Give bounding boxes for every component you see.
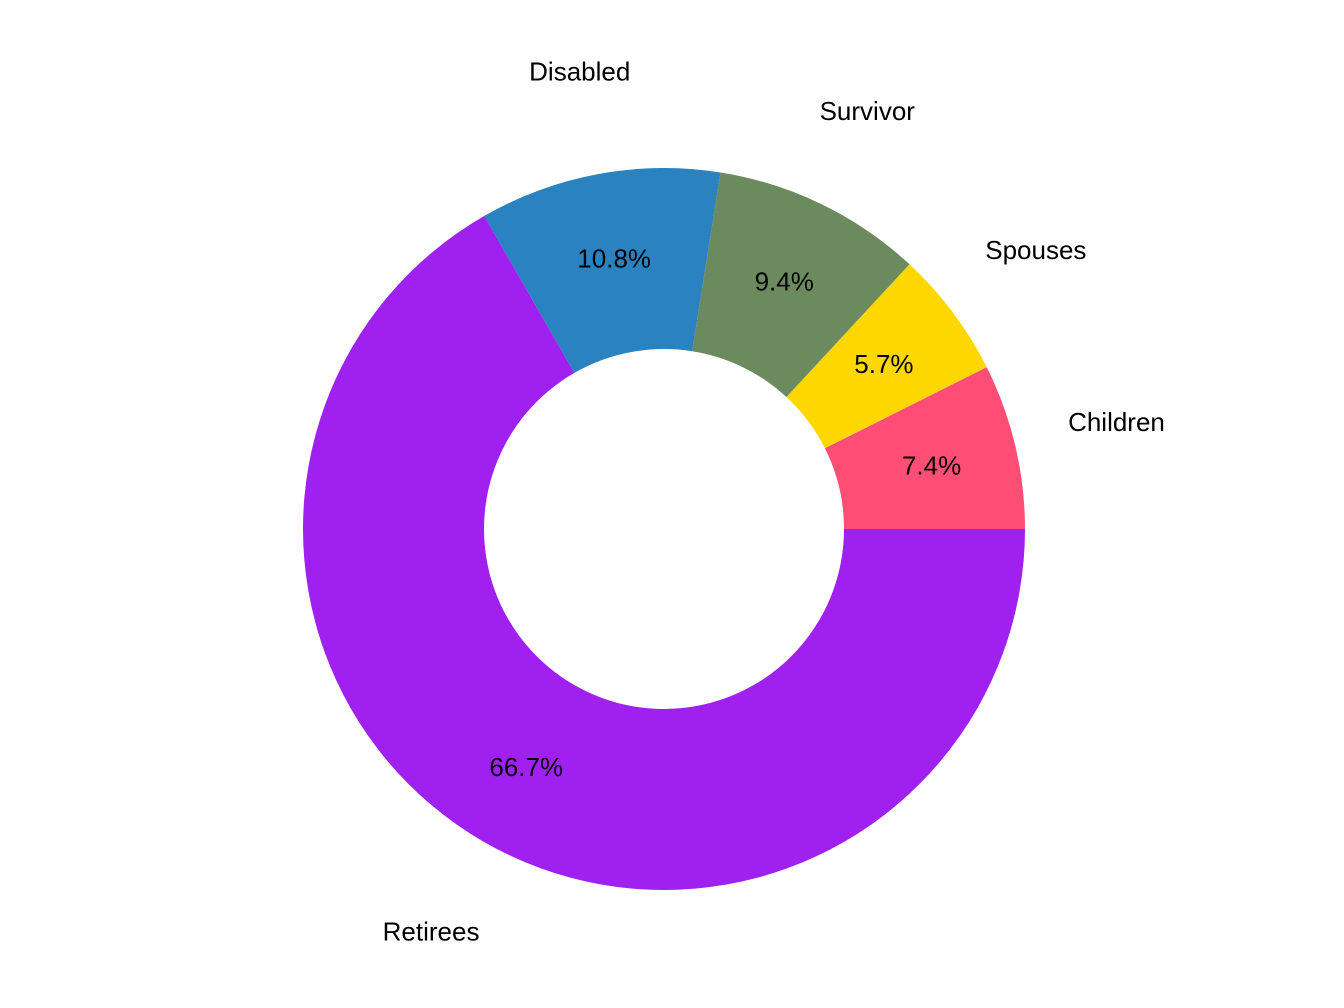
category-label-survivor: Survivor <box>820 96 916 126</box>
category-label-retirees: Retirees <box>383 916 480 946</box>
percent-label-spouses: 5.7% <box>854 349 913 379</box>
percent-label-disabled: 10.8% <box>577 244 651 274</box>
slice-retirees <box>303 215 1025 891</box>
percent-label-children: 7.4% <box>902 451 961 481</box>
percent-label-retirees: 66.7% <box>489 752 563 782</box>
category-label-spouses: Spouses <box>985 235 1086 265</box>
slice-children <box>824 367 1025 529</box>
slice-disabled <box>484 168 721 373</box>
chart-slices <box>303 168 1025 891</box>
chart-category-labels: Children Spouses Survivor Disabled Retirees <box>383 57 1165 947</box>
percent-label-survivor: 9.4% <box>755 267 814 297</box>
slice-survivor <box>692 172 910 398</box>
category-label-children: Children <box>1068 407 1165 437</box>
slice-spouses <box>786 264 987 449</box>
category-label-disabled: Disabled <box>529 57 630 87</box>
chart-percent-labels: 7.4% 5.7% 9.4% 10.8% 66.7% <box>489 244 961 782</box>
